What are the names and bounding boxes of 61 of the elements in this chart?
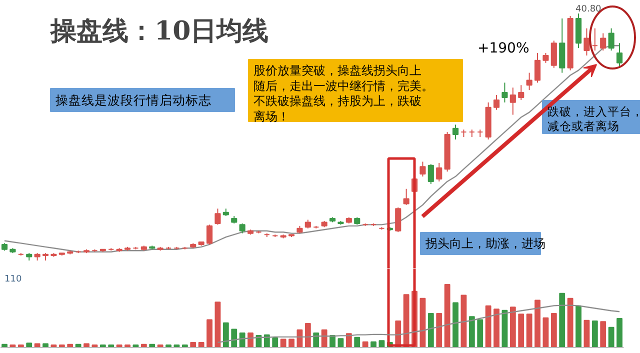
bar <box>272 338 278 348</box>
annotation: 40.80 <box>576 4 602 14</box>
candlestick <box>534 52 541 84</box>
candlestick <box>616 42 623 68</box>
bar <box>534 300 540 348</box>
candlestick <box>542 52 549 64</box>
candlestick <box>214 208 221 226</box>
bar <box>576 305 582 348</box>
bar <box>231 328 238 348</box>
bar <box>584 320 590 348</box>
bar <box>460 294 467 348</box>
bar <box>444 284 450 348</box>
annotation: 跌破，进入平台，减仓或者离场 <box>548 104 640 133</box>
candlestick <box>395 206 402 233</box>
bar <box>616 318 622 348</box>
bar <box>288 338 294 348</box>
candlestick <box>584 28 590 56</box>
bar <box>526 314 532 348</box>
chart-title: 操盘线：10日均线 <box>50 16 269 46</box>
candlestick <box>526 72 532 91</box>
annotation: 操盘线是波段行情启动标志 <box>56 92 212 108</box>
candlestick <box>403 188 410 206</box>
bar <box>485 305 492 348</box>
bar <box>559 292 566 348</box>
bar <box>494 308 500 348</box>
candlestick <box>502 82 508 103</box>
bar <box>304 323 311 348</box>
bar <box>452 302 458 348</box>
bar <box>567 298 574 348</box>
annotation: +190% <box>478 40 530 56</box>
bar <box>214 302 221 348</box>
candlestick <box>206 224 213 245</box>
bar <box>518 314 524 348</box>
bar <box>510 306 516 348</box>
bar <box>222 322 229 348</box>
bar <box>592 320 598 348</box>
candlestick <box>452 124 459 140</box>
bar <box>354 336 360 348</box>
bar <box>428 312 434 348</box>
candlestick <box>428 164 434 184</box>
bar <box>468 316 475 348</box>
candlestick <box>518 84 524 100</box>
candlestick <box>550 40 557 68</box>
candlestick <box>239 222 246 234</box>
candlestick <box>592 28 598 52</box>
bar <box>600 321 606 348</box>
bar <box>206 319 212 348</box>
bar <box>436 312 442 348</box>
candlestick <box>436 162 442 182</box>
candlestick <box>608 28 614 52</box>
candlestick <box>420 161 426 178</box>
bar <box>542 317 549 348</box>
text: 110 <box>4 274 22 284</box>
bar <box>608 326 614 348</box>
annotation: 股价放量突破，操盘线拐头向上随后，走出一波中继行情，完美。不跌破操盘线，持股为上，跌破离场！ <box>254 64 434 124</box>
candlestick <box>600 32 606 52</box>
bar <box>550 312 557 348</box>
candlestick <box>510 87 516 116</box>
candlestick <box>493 94 500 110</box>
bar <box>321 329 328 348</box>
bar <box>477 319 484 348</box>
